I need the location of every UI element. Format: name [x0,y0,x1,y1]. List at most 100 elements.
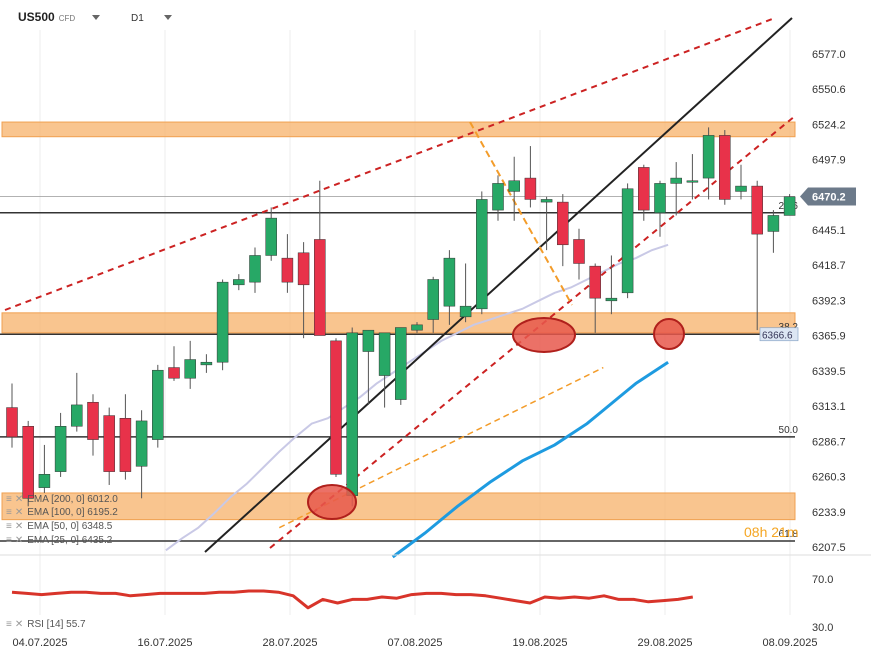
candle-body [476,199,488,310]
candle-body [119,417,132,472]
ema-25-legend[interactable]: ≡ ✕ EMA [25, 0] 6435.2 [6,535,113,546]
ema-50-legend[interactable]: ≡ ✕ EMA [50, 0] 6348.5 [6,521,113,532]
candle-body [184,359,196,379]
candle-body [443,257,456,307]
fib-label: 50.0 [779,425,799,436]
close-icon[interactable]: ✕ [14,494,24,505]
ema-200-legend[interactable]: ≡ ✕ EMA [200, 0] 6012.0 [6,494,118,505]
symbol-type: CFD [58,14,76,23]
ema-100-legend[interactable]: ≡ ✕ EMA [100, 0] 6195.2 [6,507,118,518]
close-icon[interactable]: ✕ [14,619,24,630]
menu-icon[interactable]: ≡ [6,507,12,518]
candle-body [54,426,67,472]
fib-label: 61.8 [779,529,799,540]
candle-body [330,340,342,475]
candle-body [103,415,115,472]
rsi-line [11,589,694,610]
level-tag-label: 6366.6 [762,331,793,342]
candle-body [249,255,261,283]
candle-body [654,183,666,214]
candle-body [87,401,99,440]
chevron-down-icon[interactable] [92,15,100,20]
trend-line [204,17,793,553]
candle-body [6,407,18,438]
candle-body [297,252,310,286]
close-icon[interactable]: ✕ [14,521,24,532]
candle-body [573,239,585,264]
sr-zone [1,492,796,521]
candle-body [670,177,682,184]
timeframe-selector[interactable]: D1 [131,13,144,24]
candle-body [638,167,650,211]
candle-body [233,279,245,286]
x-tick-label: 28.07.2025 [262,637,317,649]
candle-body [524,177,537,200]
candle-body [557,201,569,246]
y-tick-label: 6577.0 [812,49,846,61]
y-tick-label: 6286.7 [812,436,846,448]
y-tick-label: 6445.1 [812,225,846,237]
candle-body [508,180,520,192]
last-price-label: 6470.2 [812,191,846,203]
candle-body [621,188,634,294]
x-tick-label: 29.08.2025 [637,637,692,649]
candle-body [540,199,553,203]
candle-body [200,361,213,366]
symbol-title[interactable]: US500 CFD [18,10,75,24]
candle-body [395,327,407,400]
candle-body [411,324,423,331]
x-tick-label: 07.08.2025 [387,637,442,649]
candle-body [767,215,780,232]
countdown-timer: 08h 21m [744,524,799,540]
candle-body [281,257,294,283]
candles [6,127,796,507]
y-tick-label: 6392.3 [812,295,846,307]
symbol-name: US500 [18,10,55,24]
y-tick-label: 6313.1 [812,401,846,413]
menu-icon[interactable]: ≡ [6,494,12,505]
candle-body [216,281,229,363]
candle-body [265,217,277,256]
candle-body [314,239,326,336]
candle-body [492,183,504,211]
y-tick-label: 6550.6 [812,84,846,96]
ema-25-line [165,243,669,552]
chevron-down-icon[interactable] [164,15,172,20]
menu-icon[interactable]: ≡ [6,535,12,546]
candle-body [719,135,731,200]
x-tick-label: 08.09.2025 [762,637,817,649]
y-tick-label: 6524.2 [812,119,846,131]
last-price-tag [800,187,856,206]
close-icon[interactable]: ✕ [14,507,24,518]
price-axis: 6577.0 6550.6 6524.2 6497.9 6445.1 6418.7 6392… [759,49,856,554]
candle-body [427,279,439,320]
candle-body [589,265,601,299]
rsi-legend[interactable]: ≡ ✕ RSI [14] 55.7 [6,619,86,630]
y-tick-label: 6339.5 [812,366,846,378]
y-tick-label: 6497.9 [812,155,846,167]
x-tick-label: 04.07.2025 [12,637,67,649]
y-tick-label: 6207.5 [812,542,846,554]
channel-upper-line [4,17,776,311]
correction-line [469,121,573,306]
candle-body [71,404,83,427]
menu-icon[interactable]: ≡ [6,619,12,630]
highlight-circle [512,317,576,353]
rsi-tick-label: 70.0 [812,574,833,586]
candle-body [459,305,472,318]
candle-body [168,367,180,379]
candle-body [135,420,148,467]
y-tick-label: 6365.9 [812,331,846,343]
candle-body [735,185,747,192]
candle-body [605,297,618,302]
candle-body [22,426,34,499]
close-icon[interactable]: ✕ [14,535,24,546]
menu-icon[interactable]: ≡ [6,521,12,532]
highlight-circle [307,484,357,520]
x-tick-label: 19.08.2025 [512,637,567,649]
highlight-circle [653,318,685,350]
time-axis: 04.07.2025 16.07.2025 28.07.2025 07.08.2025… [12,637,817,649]
y-tick-label: 6418.7 [812,260,846,272]
candle-body [362,329,375,352]
